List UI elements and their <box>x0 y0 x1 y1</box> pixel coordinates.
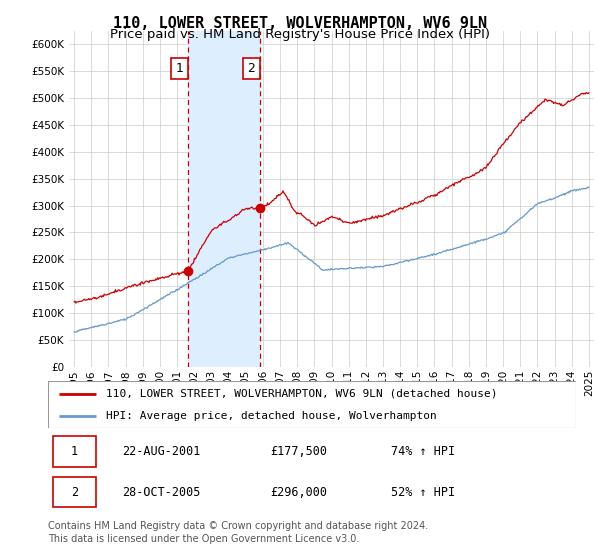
Text: 2: 2 <box>71 486 78 499</box>
Text: Price paid vs. HM Land Registry's House Price Index (HPI): Price paid vs. HM Land Registry's House … <box>110 28 490 41</box>
Bar <box>188 31 260 367</box>
Text: 74% ↑ HPI: 74% ↑ HPI <box>391 445 455 458</box>
Text: 28-OCT-2005: 28-OCT-2005 <box>122 486 200 499</box>
Text: 22-AUG-2001: 22-AUG-2001 <box>122 445 200 458</box>
Text: 110, LOWER STREET, WOLVERHAMPTON, WV6 9LN (detached house): 110, LOWER STREET, WOLVERHAMPTON, WV6 9L… <box>106 389 497 399</box>
Text: 110, LOWER STREET, WOLVERHAMPTON, WV6 9LN: 110, LOWER STREET, WOLVERHAMPTON, WV6 9L… <box>113 16 487 31</box>
Text: £296,000: £296,000 <box>270 486 327 499</box>
Text: £177,500: £177,500 <box>270 445 327 458</box>
FancyBboxPatch shape <box>53 436 95 466</box>
FancyBboxPatch shape <box>53 477 95 507</box>
Text: Contains HM Land Registry data © Crown copyright and database right 2024.
This d: Contains HM Land Registry data © Crown c… <box>48 521 428 544</box>
Text: 1: 1 <box>71 445 78 458</box>
Text: 1: 1 <box>176 62 184 75</box>
Text: 52% ↑ HPI: 52% ↑ HPI <box>391 486 455 499</box>
Text: HPI: Average price, detached house, Wolverhampton: HPI: Average price, detached house, Wolv… <box>106 410 437 421</box>
Text: 2: 2 <box>247 62 256 75</box>
